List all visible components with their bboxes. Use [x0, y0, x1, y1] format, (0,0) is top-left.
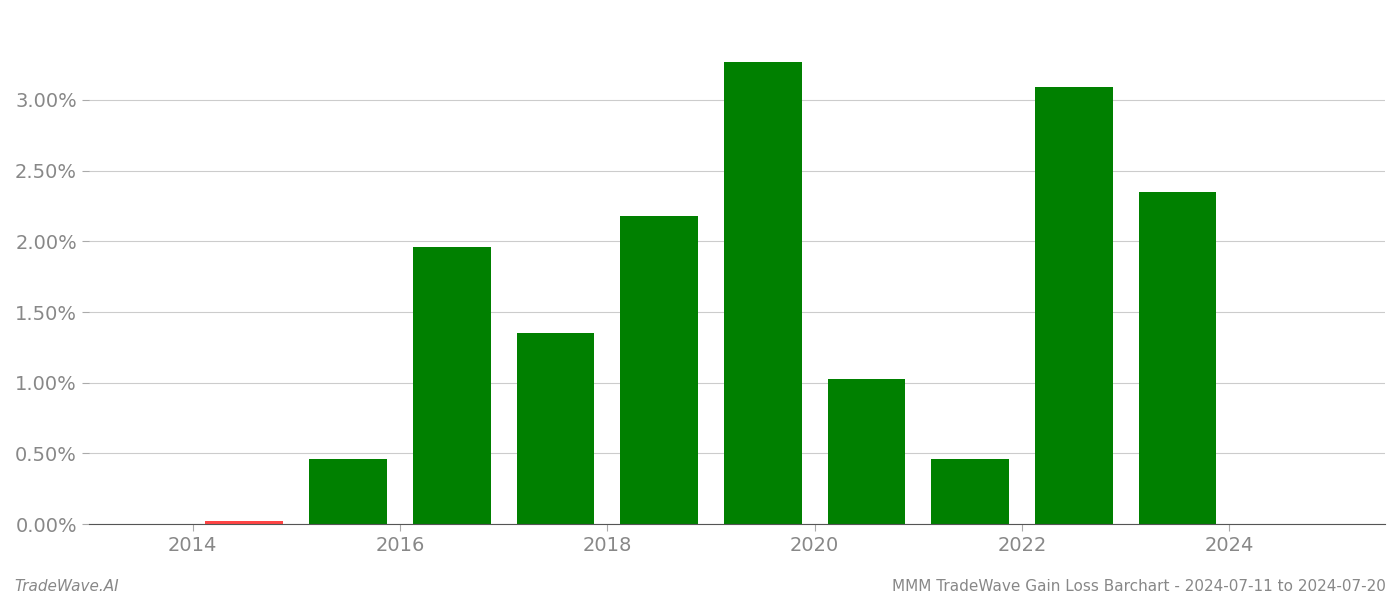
Bar	[1138, 192, 1217, 524]
Bar	[931, 459, 1009, 524]
Bar	[517, 333, 595, 524]
Bar	[827, 379, 906, 524]
Text: TradeWave.AI: TradeWave.AI	[14, 579, 119, 594]
Bar	[1035, 87, 1113, 524]
Bar	[413, 247, 490, 524]
Bar	[309, 459, 386, 524]
Text: MMM TradeWave Gain Loss Barchart - 2024-07-11 to 2024-07-20: MMM TradeWave Gain Loss Barchart - 2024-…	[892, 579, 1386, 594]
Bar	[620, 216, 699, 524]
Bar	[724, 62, 802, 524]
Bar	[206, 521, 283, 524]
